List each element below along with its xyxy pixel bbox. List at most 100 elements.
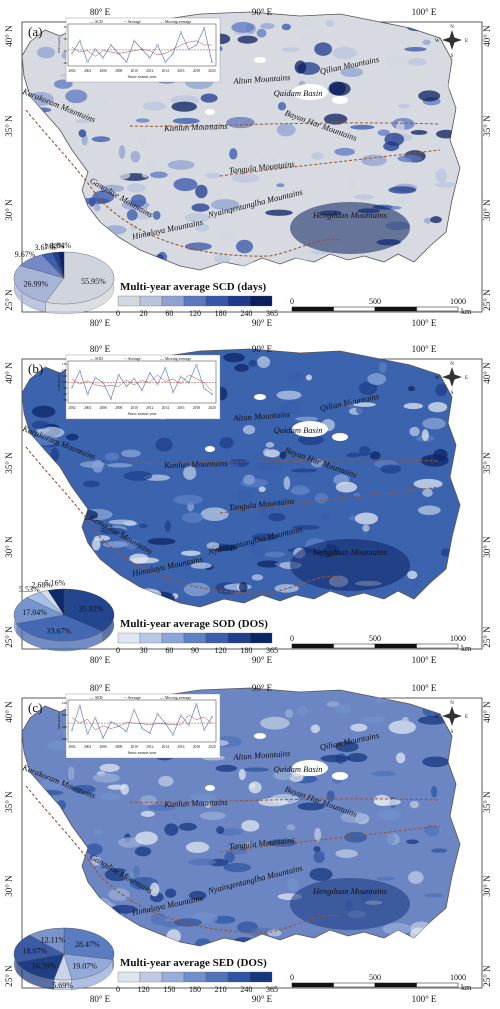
inset-xtick: 2004	[84, 69, 91, 73]
snow-patch	[309, 867, 333, 881]
snow-patch	[413, 478, 443, 489]
inset-ytick: 35	[64, 25, 68, 29]
snow-patch	[297, 705, 309, 717]
inset-xtick: 2018	[193, 745, 200, 749]
scale-tick: 1000	[450, 973, 466, 982]
snow-patch	[346, 399, 356, 408]
scale-segment	[291, 306, 334, 312]
pie-slice	[16, 614, 104, 642]
snow-patch	[255, 459, 283, 472]
inset-legend-series: — SOD	[89, 356, 103, 361]
snow-patch	[199, 811, 226, 820]
snow-patch	[180, 550, 201, 556]
pie-slice	[47, 588, 65, 616]
compass-north: N	[450, 362, 454, 367]
mountain-label: Altun Mountains	[232, 748, 291, 762]
snow-patch	[108, 888, 130, 901]
snow-patch	[224, 851, 235, 863]
snow-patch	[223, 862, 251, 873]
snow-patch	[104, 868, 130, 882]
snow-patch	[321, 513, 331, 521]
pie-slice-label: 2.68%	[31, 581, 52, 590]
snow-patch	[281, 23, 291, 31]
inset-xlabel: Snow season year	[128, 750, 157, 755]
lake	[205, 446, 215, 452]
snow-patch	[430, 216, 442, 224]
snow-patch	[257, 560, 281, 568]
snow-patch	[347, 753, 368, 763]
panel-b-map: 80° E 80° E 90° E 90° E 100° E 100° E 40° N 40°…	[4, 344, 492, 665]
legend-tick: 60	[165, 646, 173, 655]
snow-patch	[388, 720, 416, 735]
snow-patch	[251, 574, 264, 581]
snow-patch	[219, 437, 234, 449]
snow-patch	[147, 803, 176, 811]
compass-west: W	[435, 715, 440, 720]
snow-patch	[250, 542, 267, 557]
snow-patch	[219, 232, 238, 241]
latitude-label-right: 25° N	[482, 965, 492, 987]
pie-slice	[13, 597, 65, 624]
snow-patch	[423, 217, 432, 224]
legend-swatch	[205, 632, 229, 644]
legend-swatch	[117, 295, 141, 307]
inset-legend-moving: — Moving average	[159, 356, 191, 361]
snow-patch	[422, 39, 431, 46]
snow-patch	[91, 538, 101, 551]
latitude-label-right: 35° N	[482, 452, 492, 474]
snow-patch	[99, 793, 122, 800]
inset-series-point	[156, 712, 159, 715]
legend-tick: 210	[215, 985, 227, 994]
mountain-label: Qaidam Basin	[274, 425, 323, 435]
inset-series-point	[78, 369, 81, 372]
inset-series-point	[172, 733, 175, 736]
snow-patch	[267, 408, 293, 415]
snow-patch	[100, 527, 127, 535]
scale-tick: 0	[290, 297, 294, 306]
inset-series-point	[203, 26, 206, 30]
inset-series-point	[140, 727, 144, 730]
snow-patch	[140, 810, 155, 817]
legend-title: Multi-year average SED (DOS)	[120, 957, 267, 969]
inset-xtick: 2004	[84, 406, 91, 410]
snow-patch	[184, 242, 212, 251]
snow-patch	[149, 171, 168, 179]
snow-patch	[433, 448, 448, 462]
snow-patch	[380, 464, 402, 474]
snow-patch	[104, 452, 119, 461]
inset-axes	[67, 699, 217, 743]
snow-patch	[260, 22, 275, 30]
inset-ytick: 20	[64, 61, 68, 65]
snow-patch	[249, 783, 256, 789]
inset-series-point	[164, 366, 167, 370]
inset-legend-average: -- Average	[124, 695, 141, 700]
snow-patch	[276, 183, 285, 188]
inset-series-point	[70, 728, 74, 732]
latitude-label-left: 40° N	[4, 362, 14, 384]
inset-ylabel: SED (DOS)	[57, 712, 61, 730]
snow-patch	[129, 553, 149, 564]
inset-ytick: 130	[62, 362, 68, 366]
snow-patch	[421, 429, 429, 441]
pie-slice-label: 19.07%	[72, 961, 97, 970]
snow-patch	[184, 212, 210, 223]
snow-patch	[279, 451, 287, 460]
inset-ytick: 30	[64, 37, 68, 41]
inset-legend-moving: — Moving average	[159, 19, 191, 24]
legend-title: Multi-year average SOD (DOS)	[120, 618, 268, 630]
inset-chart: — SOD -- Average — Moving average SOD (DOS)…	[57, 354, 221, 420]
snow-patch	[167, 160, 195, 170]
snow-patch	[314, 827, 322, 842]
snow-patch	[116, 170, 131, 180]
color-legend: Multi-year average SCD (days) 0 20 60 120 180…	[116, 281, 278, 318]
inset-legend-average: -- Average	[124, 356, 141, 361]
scale-segment	[374, 982, 417, 988]
latitude-label-left: 40° N	[4, 25, 14, 47]
snow-patch	[435, 168, 448, 183]
compass-east: E	[465, 376, 468, 381]
snow-patch	[340, 67, 364, 77]
legend-swatch	[249, 632, 273, 644]
snow-patch	[216, 826, 225, 835]
inset-ytick: 70	[64, 398, 68, 402]
compass-icon: N S E W	[435, 362, 468, 396]
